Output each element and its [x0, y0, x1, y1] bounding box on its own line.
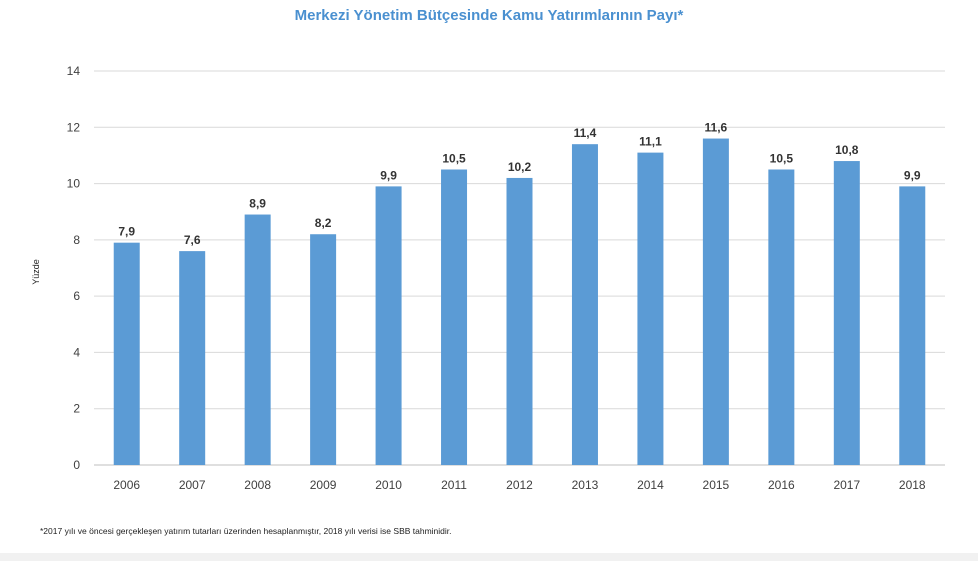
- chart-footnote: *2017 yılı ve öncesi gerçekleşen yatırım…: [40, 526, 452, 536]
- y-tick-label: 8: [73, 233, 80, 247]
- y-tick-label: 2: [73, 402, 80, 416]
- x-tick-label-2015: 2015: [703, 478, 730, 492]
- data-label-2017: 10,8: [835, 143, 859, 157]
- data-labels: 7,9 7,6 8,9 8,2 9,9 10,5 10,2 11,4 11,1 11,6 10,5 1…: [118, 121, 921, 248]
- y-tick-label: 6: [73, 289, 80, 303]
- data-label-2013: 11,4: [574, 126, 597, 140]
- bar-2009: [310, 234, 337, 465]
- y-tick-label: 12: [67, 120, 81, 134]
- bottom-band: [0, 553, 978, 561]
- x-tick-label-2008: 2008: [244, 478, 271, 492]
- x-tick-label-2013: 2013: [572, 478, 599, 492]
- data-label-2015: 11,6: [705, 121, 728, 135]
- bar-2012: [506, 177, 533, 465]
- data-label-2010: 9,9: [380, 168, 397, 182]
- bar-2017: [833, 161, 860, 466]
- bar-2018: [899, 186, 926, 465]
- x-tick-label-2012: 2012: [506, 478, 533, 492]
- bars: [113, 138, 926, 466]
- data-label-2007: 7,6: [184, 233, 201, 247]
- bar-2014: [637, 152, 664, 465]
- bar-2016: [768, 169, 795, 465]
- x-tick-label-2014: 2014: [637, 478, 664, 492]
- x-tick-label-2009: 2009: [310, 478, 337, 492]
- x-axis-ticks: 2006 2007 2008 2009 2010 2011 2012 2013 2014 2015…: [113, 478, 926, 492]
- data-label-2018: 9,9: [904, 168, 921, 182]
- bar-2013: [571, 144, 598, 465]
- bar-2007: [179, 251, 206, 465]
- y-tick-label: 4: [73, 345, 80, 359]
- y-tick-label: 14: [67, 64, 81, 78]
- x-tick-label-2010: 2010: [375, 478, 402, 492]
- data-label-2012: 10,2: [508, 160, 532, 174]
- y-tick-label: 10: [67, 177, 81, 191]
- chart-title: Merkezi Yönetim Bütçesinde Kamu Yatırıml…: [294, 7, 684, 24]
- x-tick-label-2011: 2011: [441, 478, 467, 492]
- y-axis-ticks: 0 2 4 6 8 10 12 14: [67, 64, 81, 472]
- x-tick-label-2007: 2007: [179, 478, 206, 492]
- bar-2015: [702, 138, 729, 466]
- data-label-2009: 8,2: [315, 216, 332, 230]
- x-tick-label-2016: 2016: [768, 478, 795, 492]
- bar-2008: [244, 214, 271, 465]
- data-label-2008: 8,9: [249, 197, 266, 211]
- data-label-2006: 7,9: [118, 225, 135, 239]
- bar-2010: [375, 186, 402, 465]
- x-tick-label-2006: 2006: [113, 478, 140, 492]
- y-tick-label: 0: [73, 458, 80, 472]
- bar-2006: [113, 242, 140, 465]
- x-tick-label-2017: 2017: [833, 478, 860, 492]
- data-label-2016: 10,5: [770, 152, 794, 166]
- data-label-2014: 11,1: [639, 135, 662, 149]
- data-label-2011: 10,5: [442, 152, 466, 166]
- bar-2011: [441, 169, 468, 465]
- x-tick-label-2018: 2018: [899, 478, 926, 492]
- y-axis-title: Yüzde: [31, 259, 41, 285]
